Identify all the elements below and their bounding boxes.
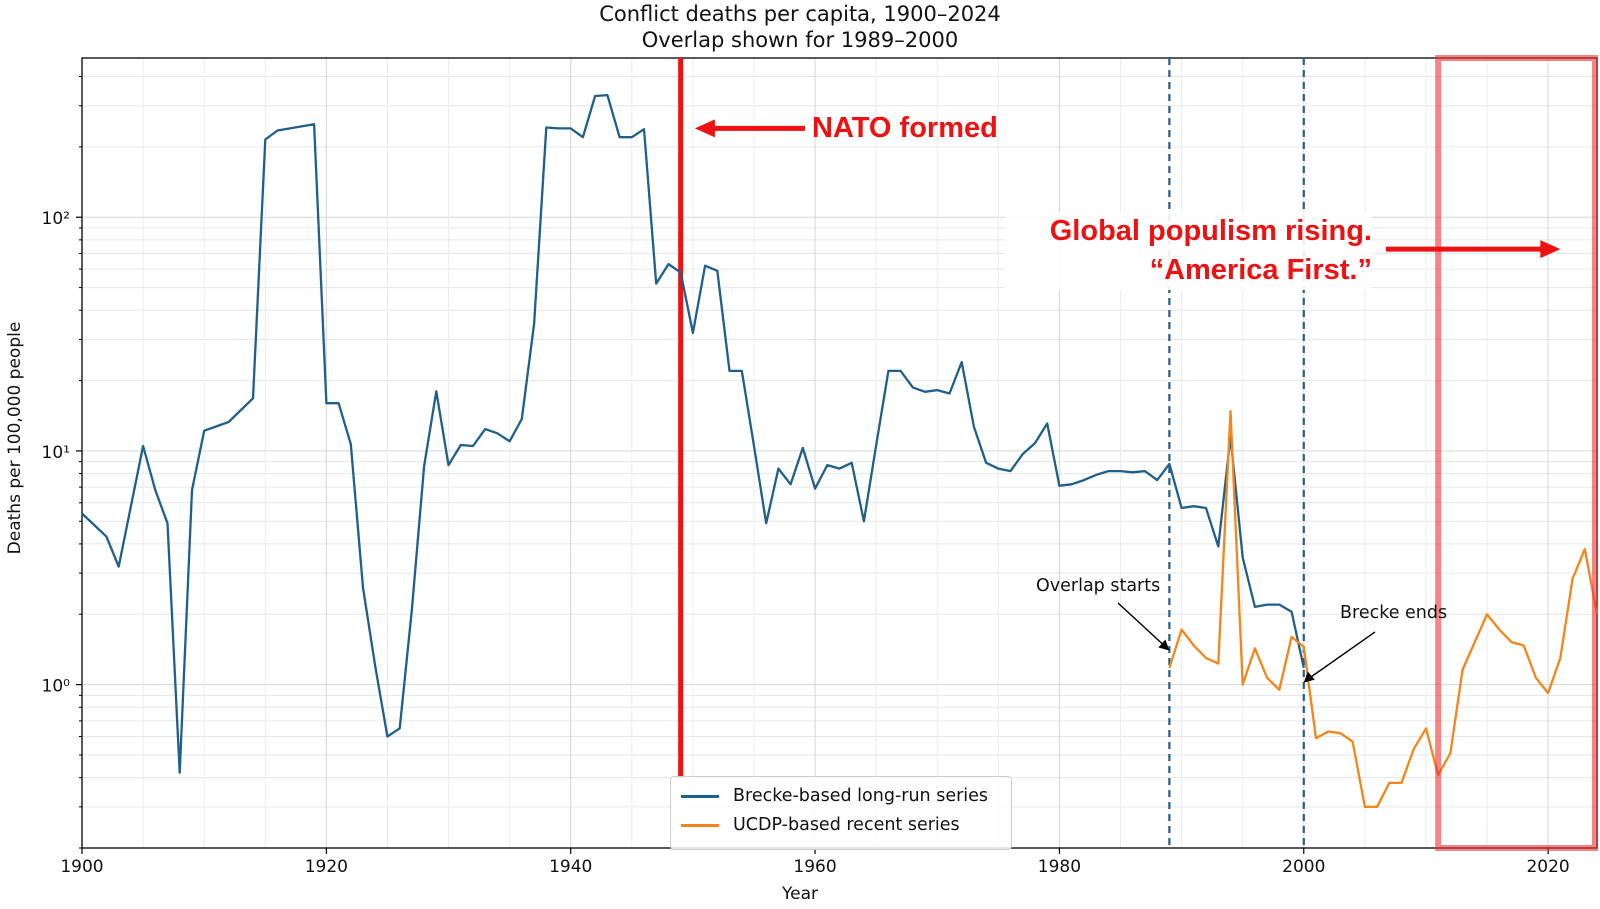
x-tick-label: 1940 [549, 857, 592, 877]
overlap-starts-annotation: Overlap starts [1036, 576, 1161, 596]
plot-frame [81, 57, 1598, 849]
x-tick-label: 1980 [1038, 857, 1081, 877]
series-line-ucdp [1168, 409, 1599, 808]
x-tick-label: 2000 [1282, 857, 1325, 877]
legend-label-ucdp: UCDP-based recent series [733, 815, 960, 835]
overlap-arrow-head [1158, 639, 1170, 651]
chart-subtitle: Overlap shown for 1989–2000 [641, 28, 959, 52]
series-line-brecke [81, 93, 1305, 774]
x-tick-label: 1960 [793, 857, 836, 877]
populism-annotation: Global populism rising. “America First.” [1005, 212, 1372, 290]
x-axis-label: Year [782, 884, 818, 904]
populism-arrow-head [1540, 240, 1561, 259]
x-tick-label: 1900 [60, 857, 103, 877]
brecke-ends-annotation: Brecke ends [1340, 603, 1448, 623]
legend-swatch-ucdp [681, 823, 719, 827]
populism-annotation-line1: Global populism rising. [1049, 215, 1372, 247]
legend-item-brecke: Brecke-based long-run series [681, 783, 988, 809]
nato-annotation: NATO formed [812, 112, 998, 144]
nato-arrow-head [694, 119, 715, 138]
overlap-arrow [1117, 602, 1168, 650]
highlight-box [1435, 55, 1598, 851]
chart-title: Conflict deaths per capita, 1900–2024 [599, 2, 1001, 26]
y-tick-label: 10² [42, 209, 70, 229]
legend-swatch-brecke [681, 794, 719, 798]
brecke-arrow-head [1303, 671, 1315, 683]
legend-item-ucdp: UCDP-based recent series [681, 812, 960, 838]
populism-annotation-line2: “America First.” [1149, 254, 1372, 286]
y-tick-label: 10⁰ [42, 677, 71, 697]
legend-label-brecke: Brecke-based long-run series [733, 786, 989, 806]
x-tick-label: 2020 [1526, 857, 1569, 877]
y-axis-label: Deaths per 100,000 people [5, 321, 25, 555]
legend: Brecke-based long-run series UCDP-based … [670, 776, 1012, 850]
brecke-arrow [1305, 631, 1376, 682]
x-tick-label: 1920 [305, 857, 348, 877]
y-tick-label: 10¹ [42, 443, 70, 463]
